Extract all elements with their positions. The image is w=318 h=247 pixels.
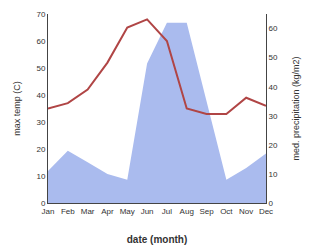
svg-text:max temp (C): max temp (C) bbox=[12, 81, 22, 136]
svg-text:Apr: Apr bbox=[101, 207, 114, 216]
svg-text:40: 40 bbox=[269, 82, 278, 91]
svg-text:60: 60 bbox=[269, 24, 278, 33]
svg-text:Feb: Feb bbox=[61, 207, 75, 216]
svg-text:May: May bbox=[120, 207, 135, 216]
svg-text:Jul: Jul bbox=[162, 207, 172, 216]
svg-text:Jun: Jun bbox=[141, 207, 154, 216]
svg-text:40: 40 bbox=[36, 91, 45, 100]
svg-text:30: 30 bbox=[36, 118, 45, 127]
svg-text:date (month): date (month) bbox=[127, 234, 188, 245]
svg-text:med. precipitation (kg/m2): med. precipitation (kg/m2) bbox=[291, 56, 301, 160]
svg-text:10: 10 bbox=[269, 170, 278, 179]
svg-text:Nov: Nov bbox=[239, 207, 253, 216]
svg-text:Aug: Aug bbox=[180, 207, 194, 216]
svg-text:Dec: Dec bbox=[259, 207, 273, 216]
svg-text:50: 50 bbox=[36, 64, 45, 73]
svg-text:10: 10 bbox=[36, 172, 45, 181]
svg-text:0: 0 bbox=[269, 199, 274, 208]
svg-text:30: 30 bbox=[269, 112, 278, 121]
svg-text:0: 0 bbox=[41, 199, 46, 208]
svg-text:20: 20 bbox=[36, 145, 45, 154]
svg-text:Sep: Sep bbox=[199, 207, 214, 216]
svg-text:50: 50 bbox=[269, 53, 278, 62]
svg-text:Mar: Mar bbox=[81, 207, 95, 216]
svg-text:20: 20 bbox=[269, 141, 278, 150]
svg-text:70: 70 bbox=[36, 10, 45, 19]
svg-text:Jan: Jan bbox=[42, 207, 55, 216]
svg-text:60: 60 bbox=[36, 37, 45, 46]
svg-text:Oct: Oct bbox=[220, 207, 233, 216]
